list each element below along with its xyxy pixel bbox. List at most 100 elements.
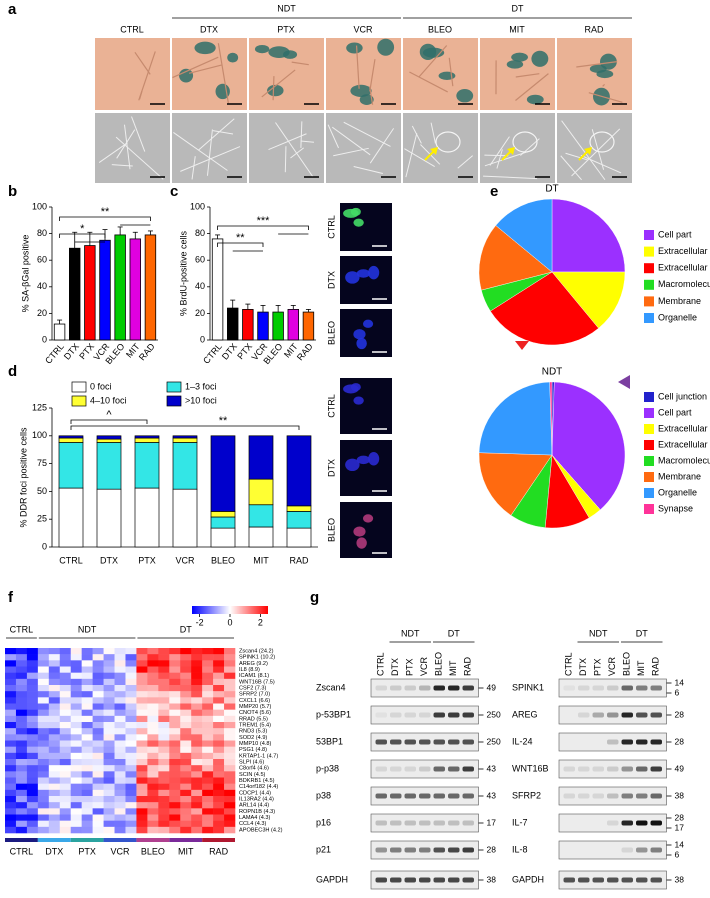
bar-segment xyxy=(134,487,160,548)
stained-cell xyxy=(456,89,474,103)
heatmap-cell xyxy=(213,752,225,760)
pie-title: NDT xyxy=(542,367,563,378)
pie-slice xyxy=(490,271,599,346)
gene-label: SFRP2 (7.0) xyxy=(239,692,270,698)
heatmap-cell xyxy=(158,746,170,754)
heatmap-cell xyxy=(125,697,137,704)
heatmap-cell xyxy=(158,715,170,723)
blot-band xyxy=(462,877,474,883)
bar-segment xyxy=(248,435,274,480)
blot-band xyxy=(636,712,648,718)
heatmap-cell xyxy=(180,722,192,729)
mw-label: 49 xyxy=(487,682,497,692)
heatmap-cell xyxy=(136,765,148,772)
heatmap-cell xyxy=(136,722,148,729)
bar-segment xyxy=(172,435,198,439)
heatmap-cell xyxy=(224,820,236,828)
colorbar-label: 2 xyxy=(258,617,263,627)
heatmap-cell xyxy=(158,826,170,834)
heatmap-cell xyxy=(136,672,148,680)
cell-outline xyxy=(404,148,435,168)
group-label: NDT xyxy=(78,624,97,634)
heatmap-cell xyxy=(158,820,170,828)
heatmap-cell xyxy=(92,672,104,680)
heatmap-cell xyxy=(169,740,181,747)
heatmap-cell xyxy=(103,796,115,803)
heatmap-cell xyxy=(191,752,203,760)
blot-band xyxy=(592,877,604,883)
protein-label: IL-8 xyxy=(512,844,528,854)
heatmap-cell xyxy=(81,796,93,803)
heatmap-cell xyxy=(81,789,93,797)
cell-process xyxy=(291,61,309,66)
group-label: NDT xyxy=(277,3,296,13)
legend-swatch xyxy=(644,488,654,498)
heatmap-cell xyxy=(70,759,82,766)
blot-band xyxy=(448,793,460,799)
heatmap-cell xyxy=(125,783,137,791)
heatmap-cell xyxy=(136,648,148,655)
heatmap-cell xyxy=(81,728,93,735)
heatmap-cell xyxy=(191,777,203,784)
heatmap-cell xyxy=(180,789,192,797)
protein-label: GAPDH xyxy=(512,874,544,884)
panel-letter: f xyxy=(8,589,14,606)
blot-band xyxy=(607,685,619,691)
heatmap-cell xyxy=(103,648,115,655)
heatmap-cell xyxy=(92,734,104,741)
heatmap-cell xyxy=(224,765,236,772)
heatmap-cell xyxy=(70,740,82,747)
group-strip xyxy=(37,838,71,842)
blot-band xyxy=(650,820,662,826)
heatmap-cell xyxy=(5,709,17,717)
protein-label: SPINK1 xyxy=(512,682,544,692)
gene-label: C14orf182 (4.4) xyxy=(239,784,278,790)
colorbar-label: 0 xyxy=(227,617,232,627)
nucleus xyxy=(356,537,367,549)
blot-band xyxy=(462,847,474,853)
legend-swatch xyxy=(166,395,182,407)
significance-label: * xyxy=(80,223,85,235)
blot-band xyxy=(404,847,416,853)
heatmap-cell xyxy=(125,759,137,766)
heatmap-cell xyxy=(26,685,39,692)
heatmap-cell xyxy=(59,691,72,698)
heatmap-cell xyxy=(169,654,181,661)
heatmap-cell xyxy=(114,796,126,803)
heatmap-cell xyxy=(191,734,203,741)
heatmap-cell xyxy=(180,685,192,692)
phase-image xyxy=(326,113,401,183)
heatmap-cell xyxy=(92,678,104,686)
heatmap-cell xyxy=(59,820,72,828)
blot-band xyxy=(404,793,416,799)
heatmap-cell xyxy=(26,648,39,655)
heatmap-cell xyxy=(213,826,225,834)
heatmap-cell xyxy=(103,783,115,791)
heatmap-cell xyxy=(70,746,82,754)
x-tick-label: PTX xyxy=(138,555,156,565)
heatmap-cell xyxy=(147,789,159,797)
blot-band xyxy=(448,820,460,826)
cell-process xyxy=(515,73,540,78)
gene-label: IL8 (8.9) xyxy=(239,667,260,673)
bar-segment xyxy=(58,437,84,443)
cell-outline xyxy=(206,129,213,176)
heatmap-cell xyxy=(202,796,214,803)
column-label: DTX xyxy=(45,846,63,856)
group-label: CTRL xyxy=(10,624,34,634)
heatmap-cell xyxy=(224,796,236,803)
heatmap-cell xyxy=(136,814,148,821)
heatmap-cell xyxy=(125,777,137,784)
lane-label: CTRL xyxy=(564,652,574,676)
stained-cell xyxy=(350,84,372,97)
bar-segment xyxy=(210,516,236,529)
y-tick-label: 80 xyxy=(37,228,47,238)
heatmap-cell xyxy=(15,777,28,784)
y-tick-label: 25 xyxy=(37,514,47,524)
y-axis-label: % SA-βGal positive xyxy=(20,235,30,313)
cell-outline xyxy=(343,121,391,147)
heatmap-cell xyxy=(147,678,159,686)
heatmap-cell xyxy=(224,759,236,766)
heatmap-cell xyxy=(147,796,159,803)
arrow-head xyxy=(507,147,515,155)
